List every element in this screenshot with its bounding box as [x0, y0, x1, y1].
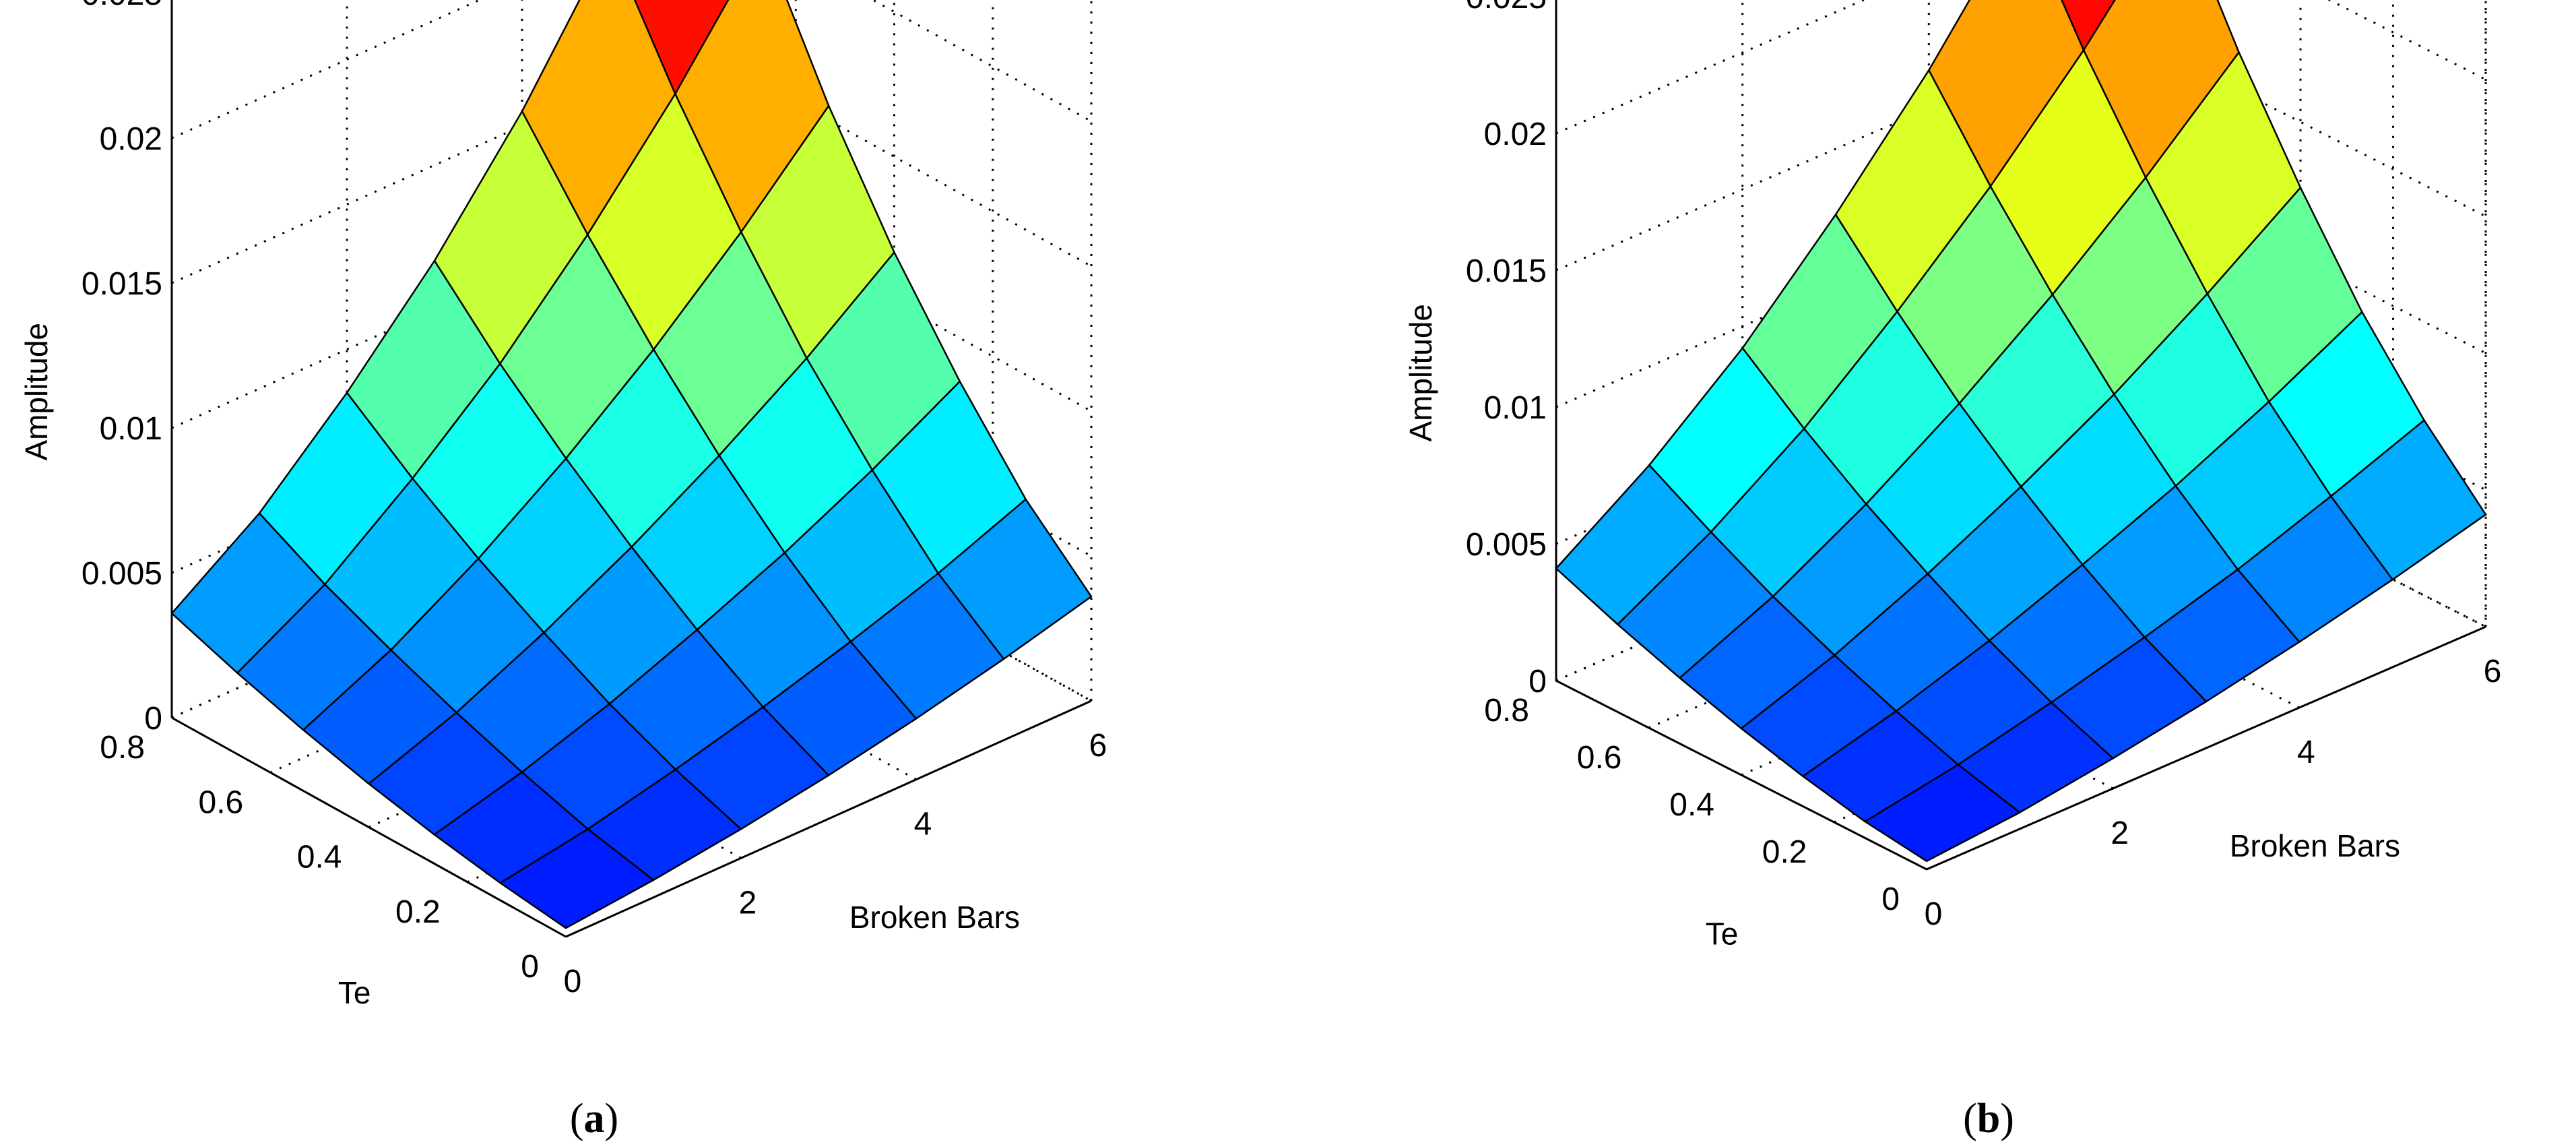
- y-tick-label: 0.4: [1669, 787, 1714, 823]
- x-tick-label: 4: [2297, 735, 2315, 770]
- surface-patch: [2061, 0, 2116, 51]
- x-tick-label: 2: [739, 885, 757, 921]
- y-axis-line: [171, 716, 567, 938]
- z-tick-label: 0.025: [82, 0, 162, 12]
- z-tick-label: 0.01: [100, 411, 162, 447]
- z-axis-label: Amplitude: [19, 323, 54, 461]
- tick-labels: 0 0.005 0.01 0.015 0.02 0.025 0 2 4 6 0 0.2 0.4 0.6 0.…: [1466, 0, 2501, 932]
- surface-patch: [499, 828, 655, 929]
- axis-labels: Broken Bars Te Amplitude: [19, 323, 1020, 1010]
- y-tick-label: 0.8: [1484, 693, 1529, 728]
- x-axis-label: Broken Bars: [2230, 828, 2400, 863]
- x-axis-label: Broken Bars: [849, 900, 1020, 935]
- surface-patch: [1864, 764, 2021, 863]
- surface-patch: [633, 0, 730, 95]
- z-axis-label: Amplitude: [1403, 304, 1438, 442]
- tick-labels: 0 0.005 0.01 0.015 0.02 0.025 0 2 4 6 0 0.2 0.4 0.6 0.…: [82, 0, 1107, 999]
- y-tick-label: 0.8: [100, 730, 145, 766]
- z-tick-label: 0.025: [1466, 0, 1547, 16]
- z-tick-label: 0: [144, 701, 162, 737]
- y-tick-label: 0.2: [395, 894, 441, 930]
- z-tick-label: 0: [1528, 664, 1547, 700]
- surface-plot-b: 0 0.005 0.01 0.015 0.02 0.025 0 2 4 6 0 0.2 0.4 0.6 0.…: [1403, 0, 2501, 952]
- z-tick-label: 0.005: [82, 556, 162, 592]
- z-gridline: [1555, 26, 2486, 272]
- x-axis-line: [565, 700, 1092, 938]
- axis-labels: Broken Bars Te Amplitude: [1403, 304, 2400, 952]
- z-tick-label: 0.015: [82, 266, 162, 302]
- z-tick-label: 0.02: [100, 121, 162, 157]
- x-tick-label: 0: [1925, 896, 1943, 932]
- caption-b: (b): [1963, 1096, 2014, 1142]
- x-tick-label: 6: [1089, 728, 1107, 764]
- z-gridline: [1555, 163, 2486, 408]
- z-tick-label: 0.02: [1484, 117, 1547, 152]
- z-gridline: [1555, 0, 2486, 135]
- caption-a: (a): [570, 1096, 618, 1142]
- y-tick-label: 0.6: [199, 784, 244, 820]
- y-axis-label: Te: [338, 975, 371, 1010]
- z-tick-label: 0.005: [1466, 527, 1547, 563]
- surface: [1555, 0, 2487, 863]
- x-axis-line: [1926, 625, 2486, 871]
- x-tick-label: 6: [2484, 654, 2502, 689]
- x-tick-label: 0: [564, 964, 582, 999]
- x-tick-label: 2: [2111, 815, 2129, 851]
- y-tick-label: 0.4: [297, 840, 342, 875]
- axes: [1555, 0, 2486, 871]
- y-tick-label: 0.2: [1762, 834, 1807, 870]
- axes: [170, 0, 1092, 938]
- z-tick-label: 0.01: [1484, 390, 1547, 426]
- y-axis-label: Te: [1706, 917, 1739, 952]
- surface-plot-a: 0 0.005 0.01 0.015 0.02 0.025 0 2 4 6 0 0.2 0.4 0.6 0.…: [19, 0, 1107, 1010]
- y-axis-line: [1555, 679, 1927, 871]
- y-tick-label: 0: [1881, 881, 1900, 917]
- surface: [170, 0, 1093, 929]
- x-tick-label: 4: [914, 807, 932, 842]
- y-tick-label: 0: [521, 949, 539, 985]
- z-tick-label: 0.015: [1466, 253, 1547, 289]
- y-tick-label: 0.6: [1577, 740, 1622, 776]
